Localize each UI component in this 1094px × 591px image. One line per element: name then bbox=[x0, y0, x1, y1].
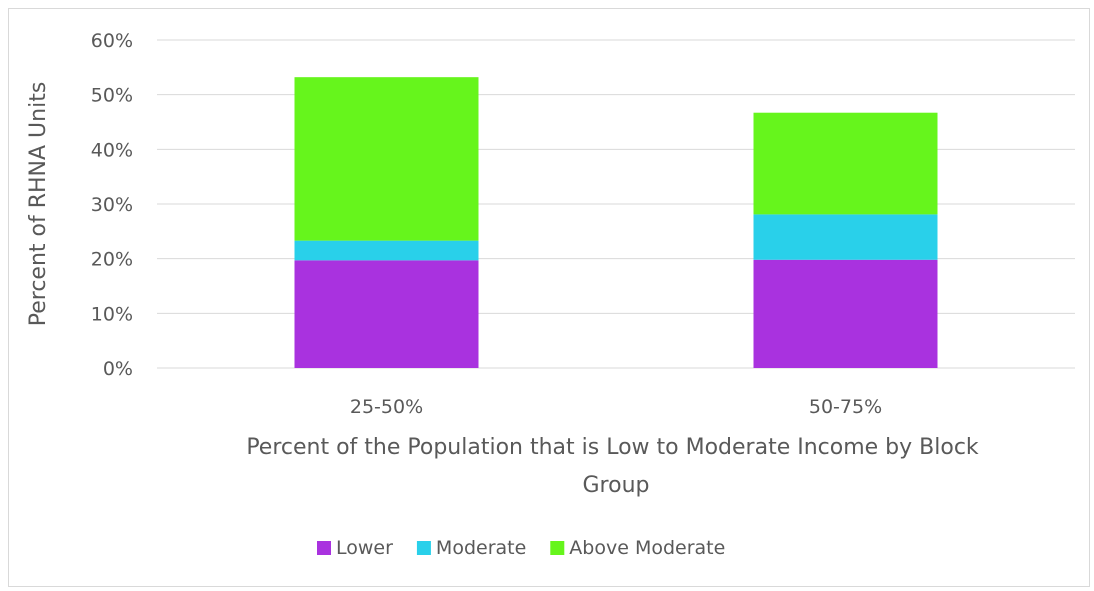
bar-lower bbox=[294, 260, 479, 368]
x-axis-title-line-2: Group bbox=[583, 473, 650, 498]
legend-label: Moderate bbox=[436, 537, 526, 559]
legend: Lower Moderate Above Moderate bbox=[317, 537, 725, 559]
x-category-label: 50-75% bbox=[809, 396, 882, 418]
bar-above-moderate bbox=[294, 77, 479, 241]
legend-swatch bbox=[317, 541, 331, 555]
bars bbox=[294, 77, 938, 368]
stacked-bar-chart: 0% 10% 20% 30% 40% 50% 60% 25-50% 50-75% Percen… bbox=[26, 30, 1075, 559]
bar-moderate bbox=[294, 240, 479, 261]
chart-frame: 0% 10% 20% 30% 40% 50% 60% 25-50% 50-75% Percen… bbox=[8, 8, 1090, 587]
y-tick-label: 60% bbox=[91, 30, 133, 52]
bar-moderate bbox=[753, 214, 938, 260]
legend-swatch bbox=[416, 541, 431, 555]
bar-above-moderate bbox=[753, 112, 938, 215]
y-tick-label: 20% bbox=[91, 249, 133, 271]
x-axis-categories: 25-50% 50-75% bbox=[350, 396, 882, 418]
legend-label: Lower bbox=[336, 537, 393, 559]
x-axis-title: Percent of the Population that is Low to… bbox=[246, 435, 985, 498]
y-axis-title: Percent of RHNA Units bbox=[26, 82, 51, 327]
y-tick-label: 30% bbox=[91, 194, 133, 216]
x-category-label: 25-50% bbox=[350, 396, 423, 418]
y-tick-label: 10% bbox=[91, 303, 133, 325]
legend-label: Above Moderate bbox=[569, 537, 725, 559]
legend-swatch bbox=[550, 541, 565, 555]
y-axis-ticks: 0% 10% 20% 30% 40% 50% 60% bbox=[91, 30, 133, 380]
y-tick-label: 40% bbox=[91, 139, 133, 161]
x-axis-title-line-1: Percent of the Population that is Low to… bbox=[246, 435, 979, 460]
y-tick-label: 0% bbox=[103, 358, 133, 380]
y-tick-label: 50% bbox=[91, 85, 133, 107]
bar-lower bbox=[753, 259, 938, 368]
